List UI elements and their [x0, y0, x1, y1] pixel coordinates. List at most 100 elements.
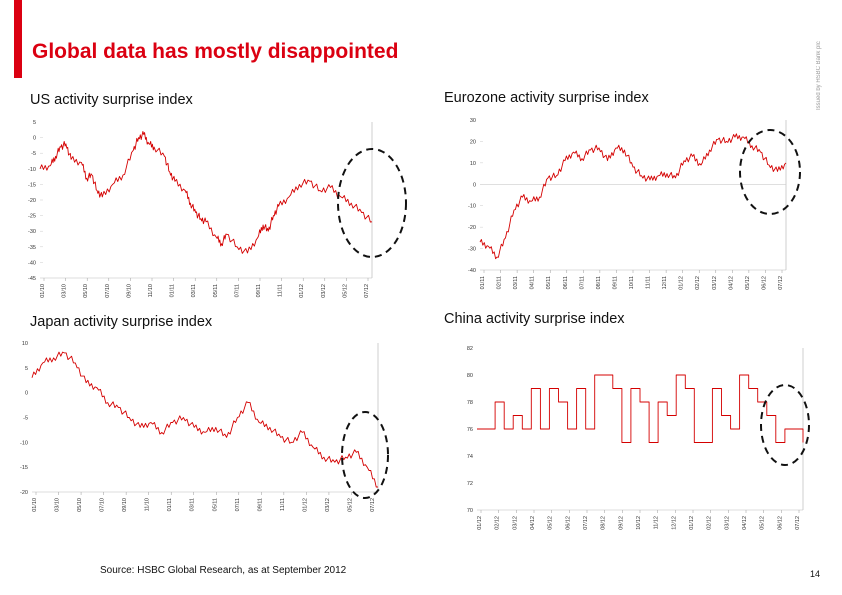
x-tick-label: 07/12 [778, 276, 784, 290]
x-tick-label: 05/11 [213, 284, 219, 297]
x-tick-label: 01/10 [32, 498, 38, 512]
x-tick-label: 01/12 [477, 516, 483, 530]
japan-surprise-chart: 10 5 0 -5 -10 -15 -20 01/10 03/10 05/10 07/10 09/10… [20, 341, 389, 512]
source-note: Source: HSBC Global Research, as at Sept… [100, 565, 347, 576]
x-tick-label: 04/12 [530, 516, 536, 530]
page-number: 14 [810, 569, 821, 579]
x-tick-label: 01/12 [302, 498, 308, 512]
x-tick-label: 03/11 [191, 284, 197, 297]
chart-title-us: US activity surprise index [30, 92, 193, 108]
x-tick-label: 11/12 [654, 516, 660, 529]
x-tick-label: 03/10 [55, 498, 61, 512]
x-tick-label: 03/12 [325, 498, 331, 512]
x-tick-label: 01/12 [299, 284, 305, 298]
x-tick-label: 01/11 [170, 284, 176, 297]
y-tick-label: 76 [467, 427, 473, 433]
x-tick-label: 07/12 [364, 284, 370, 298]
highlight-circle [337, 148, 407, 258]
series-line [479, 133, 787, 260]
x-tick-label: 03/11 [190, 498, 196, 511]
x-tick-label: 07/10 [105, 284, 111, 298]
chart-title-eurozone: Eurozone activity surprise index [444, 90, 649, 106]
x-tick-label: 05/11 [212, 498, 218, 511]
x-tick-label: 07/12 [583, 516, 589, 530]
side-note: Issued by HSBC Bank plc [816, 41, 822, 110]
x-tick-label: 07/11 [234, 284, 240, 297]
x-tick-label: 03/12 [724, 516, 730, 530]
series-line [39, 131, 373, 254]
y-tick-label: -45 [28, 276, 36, 282]
y-tick-label: 82 [467, 346, 473, 352]
x-tick-label: 05/10 [83, 284, 89, 298]
y-tick-label: 10 [470, 161, 476, 167]
y-tick-label: 70 [467, 508, 473, 514]
x-tick-label: 09/11 [612, 276, 618, 289]
y-tick-label: 80 [467, 373, 473, 379]
x-tick-label: 02/12 [495, 516, 501, 530]
y-tick-label: 0 [25, 391, 28, 397]
x-tick-label: 02/12 [695, 276, 701, 290]
x-tick-label: 10/12 [636, 516, 642, 530]
x-tick-label: 06/12 [761, 276, 767, 290]
x-tick-label: 04/12 [742, 516, 748, 530]
x-tick-label: 11/11 [646, 276, 652, 289]
x-tick-label: 03/12 [321, 284, 327, 298]
y-tick-label: 20 [470, 139, 476, 145]
x-tick-label: 07/10 [100, 498, 106, 512]
y-tick-label: 0 [33, 136, 36, 142]
x-tick-label: 06/12 [565, 516, 571, 530]
highlight-circle [760, 384, 810, 466]
x-tick-label: 06/11 [563, 276, 569, 289]
y-tick-label: 0 [473, 182, 476, 188]
x-tick-label: 05/12 [548, 516, 554, 530]
x-tick-label: 07/11 [579, 276, 585, 289]
y-tick-label: -15 [28, 182, 36, 188]
y-tick-label: 78 [467, 400, 473, 406]
x-tick-label: 12/11 [662, 276, 668, 289]
y-tick-label: -20 [20, 490, 28, 496]
y-tick-label: -30 [468, 247, 476, 253]
x-tick-label: 11/11 [280, 498, 286, 511]
x-tick-label: 05/12 [342, 284, 348, 298]
x-tick-label: 11/11 [278, 284, 284, 297]
x-tick-label: 01/11 [480, 276, 486, 289]
us-surprise-chart: 5 0 -5 -10 -15 -20 -25 -30 -35 -40 -45 01/10 03/10 05… [28, 120, 407, 298]
x-tick-label: 04/12 [728, 276, 734, 290]
highlight-circle [739, 129, 801, 215]
accent-bar [14, 0, 22, 78]
x-tick-label: 04/11 [530, 276, 536, 289]
page-title: Global data has mostly disappointed [32, 40, 399, 63]
y-tick-label: 5 [25, 366, 28, 372]
x-tick-label: 09/12 [618, 516, 624, 530]
x-tick-label: 05/12 [745, 276, 751, 290]
y-tick-label: -25 [28, 214, 36, 220]
chart-title-china: China activity surprise index [444, 311, 625, 327]
china-surprise-chart: 82 80 78 76 74 72 70 01/12 02/12 03/12 04/12 05/12 0… [467, 346, 810, 530]
series-line [477, 374, 804, 443]
x-tick-label: 06/12 [777, 516, 783, 530]
x-tick-label: 09/11 [257, 498, 263, 511]
y-tick-label: -40 [28, 260, 36, 266]
x-tick-label: 02/12 [707, 516, 713, 530]
y-tick-label: -10 [28, 167, 36, 173]
x-tick-label: 02/11 [497, 276, 503, 289]
x-tick-label: 08/12 [601, 516, 607, 530]
x-tick-label: 05/12 [347, 498, 353, 512]
y-tick-label: -10 [468, 204, 476, 210]
y-tick-label: -15 [20, 465, 28, 471]
x-tick-label: 07/12 [370, 498, 376, 512]
x-tick-label: 12/12 [671, 516, 677, 530]
y-tick-label: -10 [20, 440, 28, 446]
x-tick-label: 03/12 [512, 516, 518, 530]
eurozone-surprise-chart: 30 20 10 0 -10 -20 -30 -40 01/11 02/11 03/11 04/11 0… [468, 118, 801, 290]
x-tick-label: 03/11 [513, 276, 519, 289]
x-tick-label: 11/10 [145, 498, 151, 511]
y-tick-label: 74 [467, 454, 473, 460]
x-tick-label: 05/10 [77, 498, 83, 512]
y-tick-label: -5 [23, 416, 28, 422]
y-tick-label: -20 [28, 198, 36, 204]
series-line [31, 351, 378, 488]
y-tick-label: -40 [468, 268, 476, 274]
y-tick-label: 72 [467, 481, 473, 487]
x-tick-label: 03/12 [712, 276, 718, 290]
